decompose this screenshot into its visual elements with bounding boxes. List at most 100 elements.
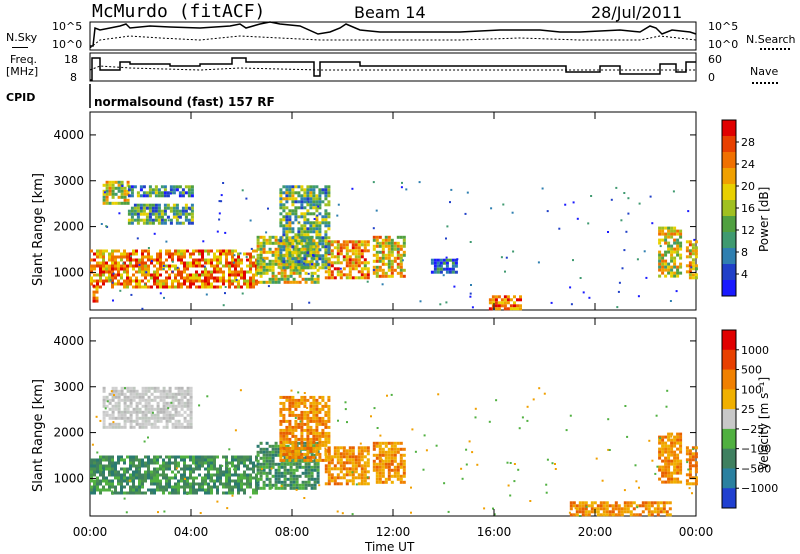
range-cell xyxy=(159,482,162,486)
range-cell xyxy=(142,203,146,207)
range-cell xyxy=(321,422,325,426)
range-cell xyxy=(294,407,298,411)
ytick-label: 1000 xyxy=(53,471,84,485)
range-cell xyxy=(144,425,148,429)
range-cell xyxy=(333,255,337,259)
range-cell xyxy=(231,252,234,256)
range-cell xyxy=(297,416,301,420)
range-cell xyxy=(271,483,275,487)
range-cell xyxy=(138,258,141,262)
range-cell xyxy=(306,245,310,249)
range-cell xyxy=(584,507,588,511)
range-cell xyxy=(144,473,147,477)
range-cell xyxy=(306,434,310,438)
range-cell xyxy=(105,410,109,414)
range-cell xyxy=(120,195,124,199)
range-cell xyxy=(126,267,129,271)
range-cell xyxy=(117,282,120,286)
range-cell xyxy=(168,386,172,390)
range-cell xyxy=(189,455,192,459)
range-cell xyxy=(378,441,382,445)
range-cell xyxy=(111,273,114,277)
range-cell xyxy=(315,197,319,201)
range-cell xyxy=(519,295,522,299)
range-cell xyxy=(222,270,225,274)
range-cell xyxy=(330,273,334,277)
range-cell xyxy=(123,392,127,396)
range-cell xyxy=(593,507,597,511)
range-cell xyxy=(366,449,370,453)
range-cell xyxy=(102,270,105,274)
scatter-cell xyxy=(267,285,270,288)
range-cell xyxy=(135,264,138,268)
range-cell xyxy=(144,276,147,280)
range-cell xyxy=(201,476,204,480)
range-cell xyxy=(664,462,668,466)
range-cell xyxy=(312,221,316,225)
range-cell xyxy=(327,449,331,453)
colorbar-segment xyxy=(722,152,736,169)
range-cell xyxy=(174,398,178,402)
range-cell xyxy=(339,470,343,474)
range-cell xyxy=(150,404,154,408)
range-cell xyxy=(172,215,176,219)
range-cell xyxy=(309,206,313,210)
range-cell xyxy=(661,474,665,478)
range-cell xyxy=(117,189,121,193)
range-cell xyxy=(166,206,170,210)
range-cell xyxy=(225,470,228,474)
scatter-cell xyxy=(250,247,253,250)
scatter-cell xyxy=(437,393,440,396)
range-cell xyxy=(153,491,156,495)
range-cell xyxy=(360,255,364,259)
range-cell xyxy=(153,395,157,399)
range-cell xyxy=(225,258,228,262)
range-cell xyxy=(390,265,394,269)
range-cell xyxy=(658,253,662,257)
range-cell xyxy=(291,263,295,267)
range-cell xyxy=(147,401,151,405)
range-cell xyxy=(315,209,319,213)
range-cell xyxy=(291,455,295,459)
range-cell xyxy=(670,432,674,436)
range-cell xyxy=(183,395,187,399)
range-cell xyxy=(300,212,304,216)
range-cell xyxy=(617,513,621,517)
range-cell xyxy=(93,267,96,271)
range-cell xyxy=(186,485,189,489)
range-cell xyxy=(282,254,286,258)
range-cell xyxy=(156,255,159,259)
range-cell xyxy=(249,261,252,265)
colorbar-segment xyxy=(722,409,736,430)
range-cell xyxy=(679,465,683,469)
range-cell xyxy=(691,446,695,450)
range-cell xyxy=(315,230,319,234)
scatter-cell xyxy=(344,408,347,411)
range-cell xyxy=(138,261,141,265)
range-cell xyxy=(210,282,213,286)
range-cell xyxy=(351,458,355,462)
range-cell xyxy=(312,449,316,453)
range-cell xyxy=(154,218,158,222)
range-cell xyxy=(114,425,118,429)
range-cell xyxy=(399,259,403,263)
range-cell xyxy=(189,392,193,396)
range-cell xyxy=(190,209,194,213)
range-cell xyxy=(327,266,331,270)
range-cell xyxy=(291,428,295,432)
range-cell xyxy=(596,513,600,517)
range-cell xyxy=(321,419,325,423)
range-cell xyxy=(309,425,313,429)
range-cell xyxy=(283,268,287,272)
range-cell xyxy=(132,461,135,465)
range-cell xyxy=(156,473,159,477)
range-cell xyxy=(396,265,400,269)
scatter-cell xyxy=(241,292,244,295)
range-cell xyxy=(378,256,382,260)
scatter-cell xyxy=(541,187,544,190)
range-cell xyxy=(231,464,234,468)
range-cell xyxy=(614,513,618,517)
range-cell xyxy=(339,464,343,468)
range-cell xyxy=(174,395,178,399)
range-cell xyxy=(402,480,406,484)
